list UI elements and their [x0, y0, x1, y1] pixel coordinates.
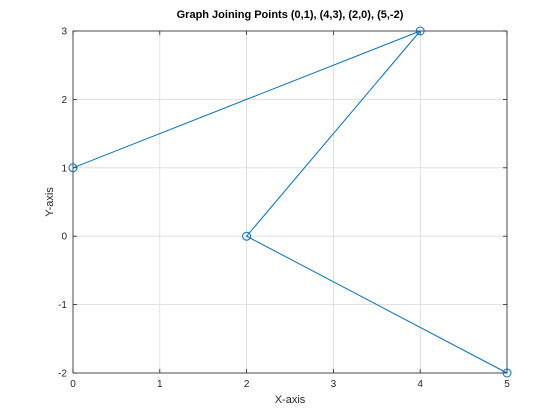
y-axis-label: Y-axis — [44, 187, 56, 217]
series-line — [73, 31, 507, 373]
x-tick-label: 5 — [504, 379, 510, 390]
y-tick-label: -2 — [58, 369, 67, 380]
y-tick-label: 3 — [61, 27, 67, 38]
x-tick-label: 2 — [244, 379, 250, 390]
y-tick-label: 2 — [61, 95, 67, 106]
y-tick-label: 1 — [61, 163, 67, 174]
x-tick-label: 0 — [70, 379, 76, 390]
x-tick-label: 3 — [331, 379, 337, 390]
y-tick-label: -1 — [58, 300, 67, 311]
axis-ticks: 0 1 2 3 4 5 -2 -1 0 1 2 3 — [58, 27, 510, 391]
x-axis-label: X-axis — [275, 394, 306, 406]
y-tick-label: 0 — [61, 232, 67, 243]
x-tick-label: 4 — [417, 379, 423, 390]
x-tick-label: 1 — [157, 379, 163, 390]
series — [69, 27, 511, 377]
chart-title: Graph Joining Points (0,1), (4,3), (2,0)… — [177, 9, 404, 21]
